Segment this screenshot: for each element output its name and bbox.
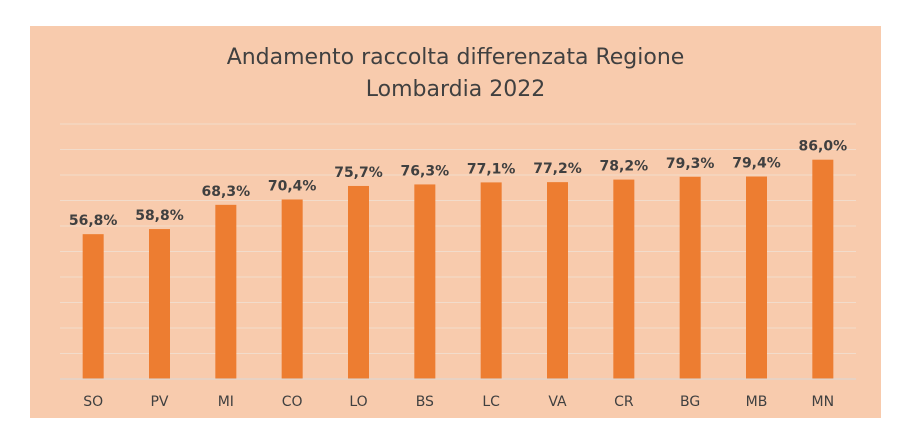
chart-title-line-1: Andamento raccolta differenzata Regione	[227, 45, 685, 70]
data-label-bg: 79,3%	[666, 156, 715, 172]
bar-lc	[480, 182, 502, 379]
bar-mi	[215, 204, 237, 379]
bar-co	[281, 199, 303, 379]
data-label-mn: 86,0%	[799, 139, 848, 155]
data-label-mb: 79,4%	[732, 156, 781, 172]
data-label-mi: 68,3%	[202, 184, 251, 200]
data-label-cr: 78,2%	[600, 159, 649, 175]
category-labels: SO PV MI CO LO BS LC VA CR BG MB MN	[83, 394, 834, 410]
bar-va	[547, 182, 568, 379]
category-label-va: VA	[548, 394, 567, 410]
chart-title-line-2: Lombardia 2022	[366, 77, 545, 102]
chart-background	[30, 26, 881, 418]
category-label-bs: BS	[416, 394, 434, 410]
gridlines	[60, 123, 856, 354]
category-label-pv: PV	[150, 394, 168, 410]
data-label-lo: 75,7%	[334, 165, 383, 181]
bars	[82, 159, 834, 379]
data-label-va: 77,2%	[533, 161, 582, 177]
data-label-bs: 76,3%	[401, 163, 450, 179]
bar-mb	[746, 176, 767, 379]
category-label-so: SO	[83, 394, 103, 410]
bar-chart: Andamento raccolta differenzata Regione …	[30, 26, 881, 418]
data-label-pv: 58,8%	[135, 208, 184, 224]
bar-mn	[812, 159, 834, 379]
category-label-lo: LO	[349, 394, 367, 410]
category-label-mn: MN	[812, 394, 835, 410]
chart-area: Andamento raccolta differenzata Regione …	[30, 26, 881, 418]
bar-bg	[679, 176, 701, 379]
category-label-cr: CR	[614, 394, 634, 410]
data-label-lc: 77,1%	[467, 161, 516, 177]
data-label-co: 70,4%	[268, 178, 317, 194]
category-label-mi: MI	[218, 394, 234, 410]
category-label-co: CO	[282, 394, 303, 410]
bar-so	[82, 234, 104, 379]
data-labels: 56,8% 58,8% 68,3% 70,4% 75,7% 76,3% 77,1% 77,2%…	[69, 139, 847, 229]
bar-bs	[414, 184, 436, 379]
bar-pv	[149, 229, 170, 379]
category-label-bg: BG	[680, 394, 700, 410]
bar-cr	[613, 179, 635, 379]
category-label-mb: MB	[746, 394, 768, 410]
data-label-so: 56,8%	[69, 213, 118, 229]
category-label-lc: LC	[482, 394, 500, 410]
bar-lo	[348, 185, 369, 379]
